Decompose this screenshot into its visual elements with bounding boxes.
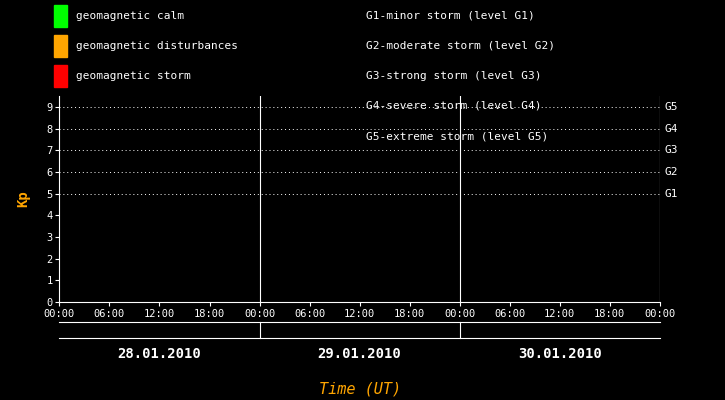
Text: G5-extreme storm (level G5): G5-extreme storm (level G5) (366, 131, 548, 141)
Text: Time (UT): Time (UT) (318, 381, 401, 396)
Text: G1-minor storm (level G1): G1-minor storm (level G1) (366, 11, 535, 21)
Text: 28.01.2010: 28.01.2010 (117, 347, 202, 361)
Text: G4: G4 (665, 124, 678, 134)
Text: geomagnetic calm: geomagnetic calm (76, 11, 184, 21)
Text: G3: G3 (665, 145, 678, 155)
Text: G4-severe storm (level G4): G4-severe storm (level G4) (366, 101, 542, 111)
Text: G3-strong storm (level G3): G3-strong storm (level G3) (366, 71, 542, 81)
Text: G5: G5 (665, 102, 678, 112)
Text: Kp: Kp (16, 191, 30, 207)
Text: geomagnetic storm: geomagnetic storm (76, 71, 191, 81)
Text: G2: G2 (665, 167, 678, 177)
Text: G2-moderate storm (level G2): G2-moderate storm (level G2) (366, 41, 555, 51)
Text: 29.01.2010: 29.01.2010 (318, 347, 402, 361)
Text: geomagnetic disturbances: geomagnetic disturbances (76, 41, 238, 51)
Text: 30.01.2010: 30.01.2010 (518, 347, 602, 361)
Text: G1: G1 (665, 188, 678, 198)
